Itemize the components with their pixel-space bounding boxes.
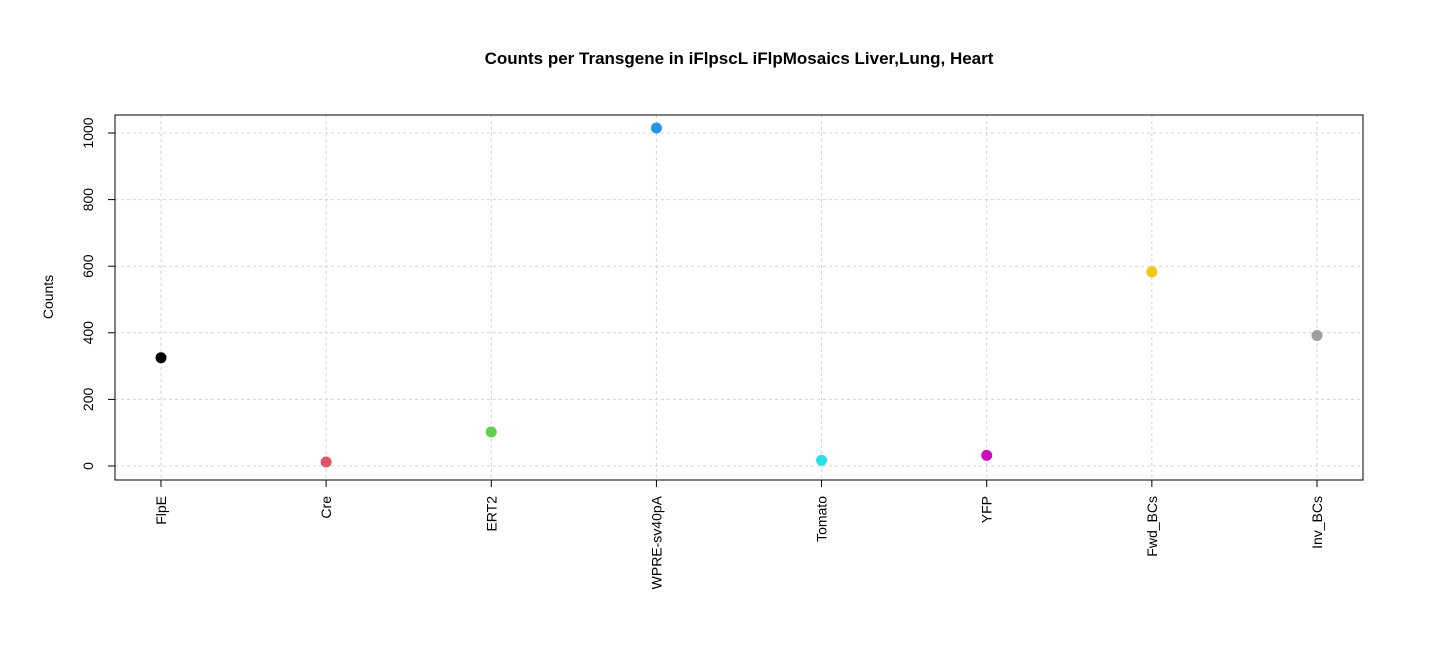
data-point xyxy=(1146,266,1158,278)
y-tick-label: 0 xyxy=(80,462,96,470)
y-axis: 0 200 400 600 800 1000 xyxy=(80,117,116,470)
x-tick-label: WPRE-sv40pA xyxy=(648,495,664,589)
y-axis-label: Counts xyxy=(40,275,56,319)
x-axis: FlpE Cre ERT2 WPRE-sv40pA Tomato YFP Fwd_BCs In… xyxy=(153,479,1325,589)
x-tick-label: YFP xyxy=(979,496,995,523)
x-tick-label: FlpE xyxy=(153,496,169,525)
y-tick-label: 600 xyxy=(80,254,96,278)
data-point xyxy=(155,352,167,364)
y-tick-label: 1000 xyxy=(80,117,96,148)
x-tick-label: Tomato xyxy=(814,496,830,542)
x-tick-label: Cre xyxy=(318,496,334,519)
data-point xyxy=(1311,329,1323,341)
data-point xyxy=(650,122,662,134)
x-tick-label: Fwd_BCs xyxy=(1144,496,1160,557)
data-points xyxy=(155,122,1323,468)
grid-layer xyxy=(115,115,1363,480)
x-tick-label: Inv_BCs xyxy=(1309,496,1325,549)
y-tick-label: 200 xyxy=(80,388,96,412)
data-point xyxy=(981,449,993,461)
y-tick-label: 400 xyxy=(80,321,96,345)
data-point xyxy=(816,454,828,466)
x-tick-label: ERT2 xyxy=(483,496,499,532)
chart-title: Counts per Transgene in iFlpscL iFlpMosa… xyxy=(485,49,994,68)
data-point xyxy=(485,426,497,438)
y-tick-label: 800 xyxy=(80,188,96,212)
plot-frame xyxy=(114,114,1364,481)
data-point xyxy=(320,456,332,468)
